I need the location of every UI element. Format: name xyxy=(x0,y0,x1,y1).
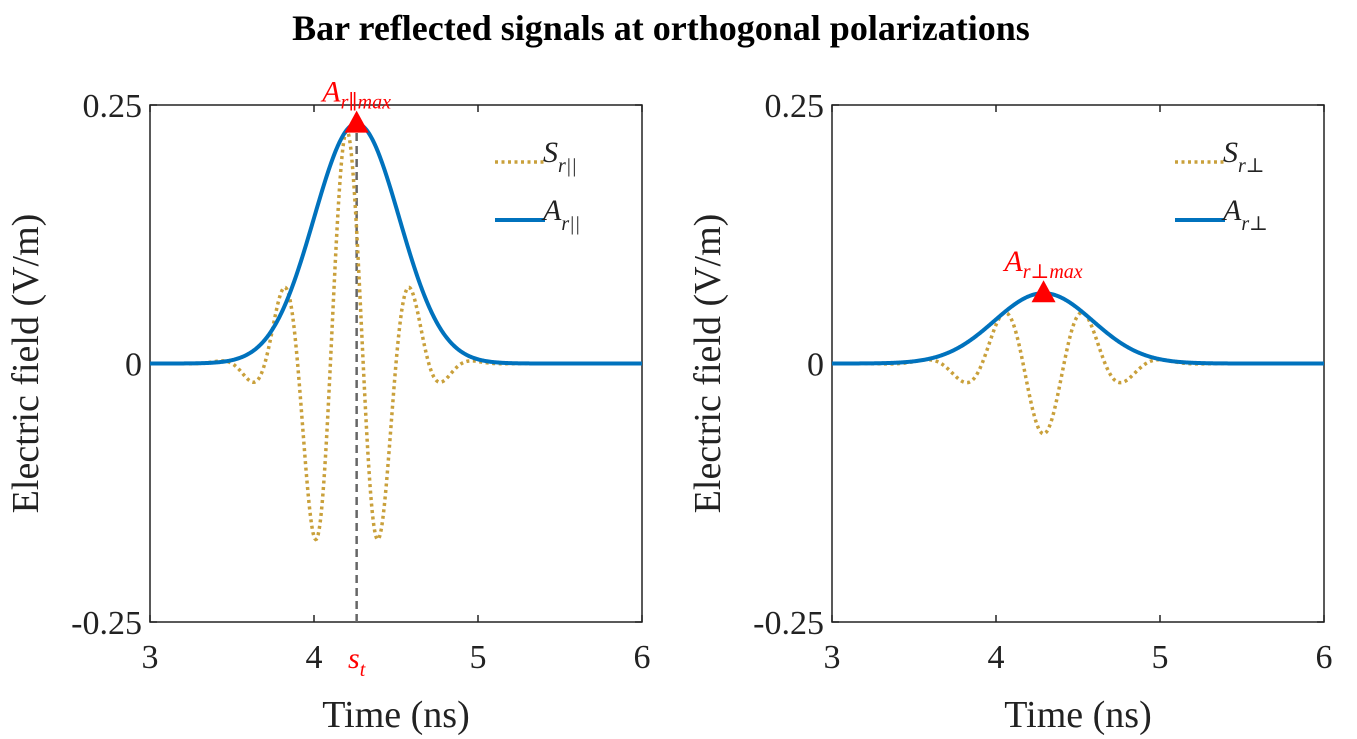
legend: Sr⊥ Ar⊥ xyxy=(1175,136,1268,235)
x-tick-label: 5 xyxy=(1152,639,1169,676)
peak-marker-triangle xyxy=(344,110,369,133)
legend: Sr|| Ar|| xyxy=(495,136,580,235)
peak-time-label: st xyxy=(348,642,366,681)
x-tick-label: 6 xyxy=(1316,639,1333,676)
x-axis-label: Time (ns) xyxy=(1004,694,1151,736)
figure-title: Bar reflected signals at orthogonal pola… xyxy=(292,8,1030,48)
x-tick-label: 4 xyxy=(988,639,1005,676)
y-axis-label: Electric field (V/m) xyxy=(5,214,47,514)
left-panel: 3 4 5 6 -0.25 0 0.25 Time (ns) Electric field (V… xyxy=(5,76,651,736)
y-tick-label: -0.25 xyxy=(753,605,824,642)
legend-entry-label: Sr⊥ xyxy=(1223,136,1265,177)
y-axis-label: Electric field (V/m) xyxy=(687,214,729,514)
series-line-envelope xyxy=(832,291,1324,366)
legend-entry-label: Ar|| xyxy=(541,194,580,235)
legend-entry-label: Ar⊥ xyxy=(1221,194,1268,235)
peak-marker-triangle xyxy=(1031,280,1056,303)
right-panel: 3 4 5 6 -0.25 0 0.25 Time (ns) Electric field (V… xyxy=(687,88,1333,736)
peak-marker-label: Ar∥max xyxy=(320,76,391,114)
y-tick-label: -0.25 xyxy=(71,605,142,642)
y-tick-label: 0 xyxy=(125,347,142,384)
series-line-envelope xyxy=(150,121,642,366)
legend-entry-label: Sr|| xyxy=(543,136,577,177)
series-line-signal xyxy=(150,128,642,542)
y-tick-label: 0.25 xyxy=(83,88,143,125)
x-tick-label: 6 xyxy=(634,639,651,676)
y-tick-label: 0.25 xyxy=(765,88,825,125)
x-tick-label: 3 xyxy=(824,639,841,676)
x-tick-label: 3 xyxy=(142,639,159,676)
series-line-signal xyxy=(832,310,1324,436)
x-tick-label: 5 xyxy=(470,639,487,676)
peak-marker-label: Ar⊥max xyxy=(1002,245,1082,283)
x-tick-label: 4 xyxy=(306,639,323,676)
y-tick-label: 0 xyxy=(807,347,824,384)
x-axis-label: Time (ns) xyxy=(322,694,469,736)
